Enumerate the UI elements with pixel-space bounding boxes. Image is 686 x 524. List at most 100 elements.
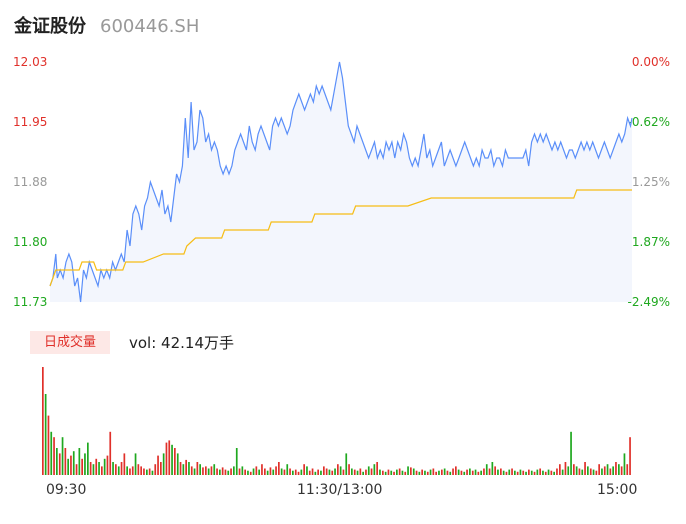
volume-bar xyxy=(219,469,221,475)
volume-bar xyxy=(544,471,547,475)
volume-bar xyxy=(601,468,603,475)
volume-bar xyxy=(528,469,530,475)
volume-bar xyxy=(84,453,86,475)
volume-bar xyxy=(272,469,275,475)
volume-bar xyxy=(559,464,561,475)
volume-bar xyxy=(230,468,232,475)
pct-tick-label: -0.62% xyxy=(627,115,670,129)
volume-bar xyxy=(589,468,592,475)
volume-bar xyxy=(129,468,131,475)
volume-bar xyxy=(168,440,171,475)
volume-bar xyxy=(112,462,114,475)
volume-bar xyxy=(190,466,193,475)
volume-bar xyxy=(269,467,272,475)
volume-bar xyxy=(235,448,238,475)
volume-bar xyxy=(207,468,210,475)
volume-bar xyxy=(505,471,508,475)
volume-bar xyxy=(401,470,404,475)
volume-bar xyxy=(123,453,126,475)
volume-bar xyxy=(573,464,575,475)
volume-bar xyxy=(249,471,252,475)
volume-bar xyxy=(61,437,64,475)
volume-bar xyxy=(564,462,567,475)
volume-bar xyxy=(325,468,328,475)
volume-bar xyxy=(480,470,482,475)
volume-bar xyxy=(384,471,387,475)
volume-bar xyxy=(533,471,536,475)
volume-bar xyxy=(255,466,258,475)
volume-bar xyxy=(328,469,331,475)
volume-bar xyxy=(421,469,423,475)
volume-bar xyxy=(359,468,362,475)
volume-bar xyxy=(463,471,466,475)
volume-bar xyxy=(483,468,485,475)
volume-bar xyxy=(390,470,393,475)
volume-bar xyxy=(587,466,589,475)
volume-bar xyxy=(367,466,370,475)
volume-bar xyxy=(221,467,224,475)
volume-bar xyxy=(376,462,378,475)
volume-total: vol: 42.14万手 xyxy=(129,334,234,352)
volume-bar xyxy=(202,467,204,475)
volume-bar xyxy=(115,464,117,475)
volume-bar xyxy=(70,455,72,475)
volume-bar xyxy=(297,471,300,475)
volume-bar xyxy=(56,448,58,475)
volume-bar xyxy=(131,466,134,475)
volume-bar xyxy=(157,455,159,475)
volume-bar xyxy=(227,470,230,475)
pct-tick-label: -1.25% xyxy=(627,175,670,189)
volume-bar xyxy=(193,468,196,475)
stock-header: 金证股份 600446.SH xyxy=(14,12,199,40)
volume-bar xyxy=(508,469,511,475)
volume-bar xyxy=(72,451,75,475)
volume-bar xyxy=(241,466,244,475)
volume-bar xyxy=(331,470,334,475)
volume-bar xyxy=(488,468,491,475)
volume-tab[interactable]: 日成交量 xyxy=(30,331,110,354)
volume-bar xyxy=(247,470,249,475)
volume-bar xyxy=(606,464,609,475)
volume-bar xyxy=(457,469,460,475)
volume-bar xyxy=(497,469,499,475)
volume-bar xyxy=(556,468,558,475)
volume-bar xyxy=(609,468,612,475)
volume-bar xyxy=(342,469,345,475)
time-tick-label: 15:00 xyxy=(597,482,638,498)
volume-bar xyxy=(308,470,311,475)
volume-bar xyxy=(317,469,319,475)
volume-bar xyxy=(379,469,381,475)
volume-bar xyxy=(387,469,390,475)
volume-bar xyxy=(109,431,112,475)
volume-bar xyxy=(47,415,50,475)
price-line xyxy=(49,61,633,303)
volume-bar xyxy=(275,466,277,475)
volume-bar xyxy=(514,470,516,475)
volume-bar xyxy=(623,453,626,475)
volume-bar xyxy=(460,470,463,475)
volume-bar xyxy=(75,464,78,475)
volume-bar xyxy=(303,464,305,475)
volume-bar xyxy=(550,470,553,475)
volume-bar xyxy=(522,470,525,475)
volume-bar xyxy=(334,468,336,475)
volume-bar xyxy=(500,468,502,475)
time-tick-label: 11:30/13:00 xyxy=(297,482,383,498)
volume-bar xyxy=(620,466,623,475)
volume-bar xyxy=(539,468,541,475)
stock-name: 金证股份 xyxy=(14,16,86,37)
volume-bar xyxy=(205,466,207,475)
volume-bar xyxy=(407,466,409,475)
volume-bar xyxy=(365,469,367,475)
volume-bar xyxy=(224,469,227,475)
volume-bar xyxy=(356,470,359,475)
volume-bar xyxy=(339,466,342,475)
volume-bar xyxy=(516,471,519,475)
volume-bar xyxy=(314,471,317,475)
volume-bar xyxy=(210,466,213,475)
volume-bar xyxy=(213,464,216,475)
volume-bar xyxy=(174,448,176,475)
volume-bar xyxy=(67,458,69,475)
volume-bar xyxy=(567,466,570,475)
